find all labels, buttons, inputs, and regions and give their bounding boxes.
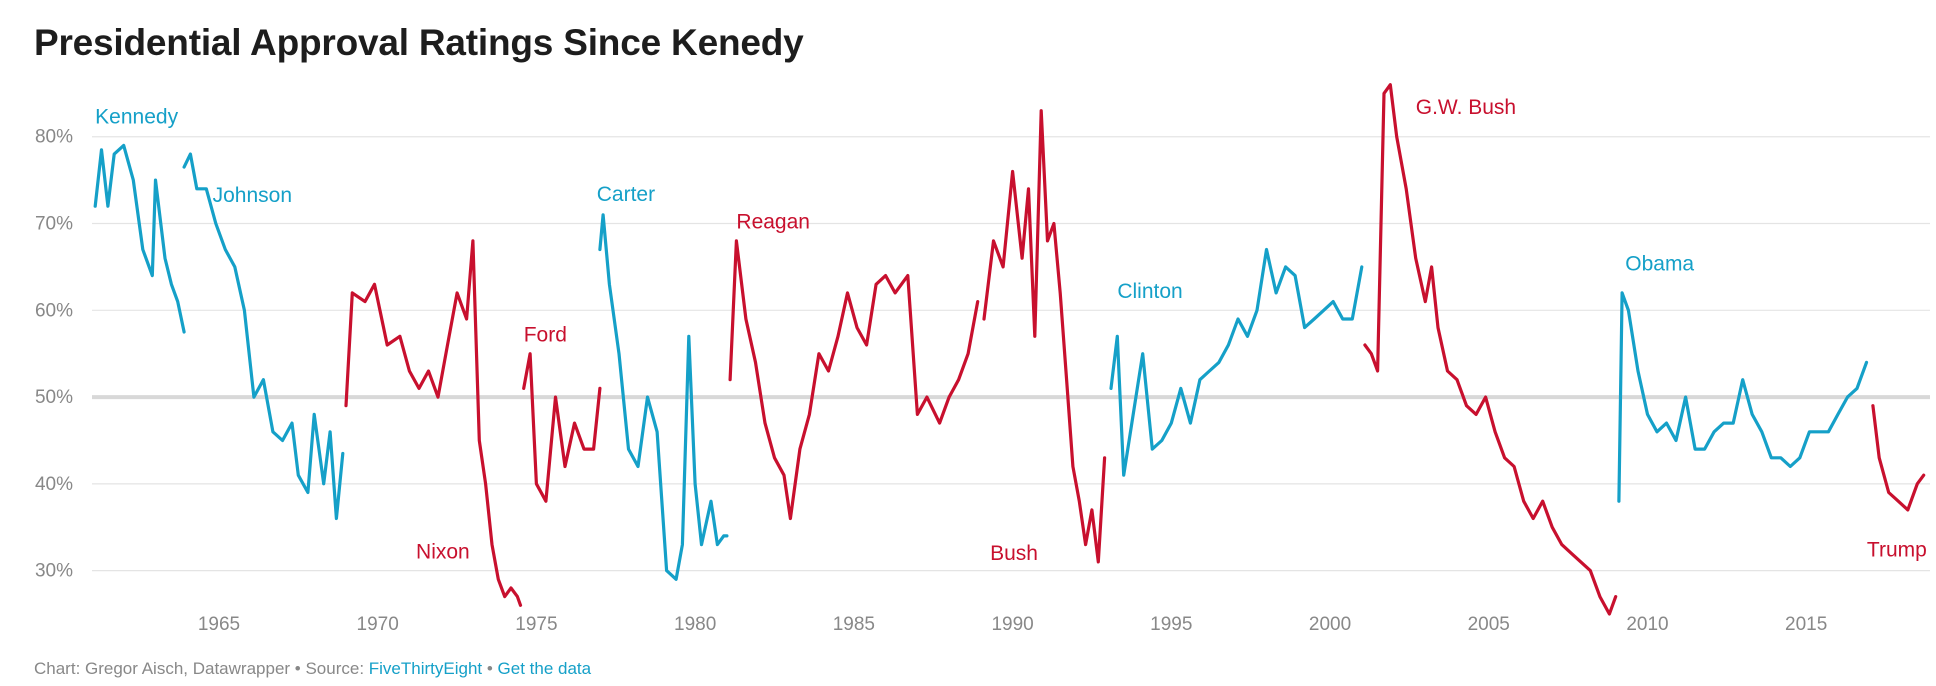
y-tick-label: 60% <box>35 300 73 321</box>
chart-title: Presidential Approval Ratings Since Kene… <box>34 22 804 63</box>
x-tick-label: 2005 <box>1468 614 1510 635</box>
x-tick-label: 2015 <box>1785 614 1827 635</box>
president-label: Obama <box>1625 252 1694 275</box>
president-labels: Kennedy Johnson Nixon Ford Carter Reagan Bush C… <box>95 96 1927 565</box>
series-line-carter <box>598 213 729 581</box>
y-tick-label: 40% <box>35 474 73 495</box>
x-tick-label: 1995 <box>1150 614 1192 635</box>
get-data-link[interactable]: Get the data <box>497 659 592 678</box>
grid-layer <box>92 136 1930 572</box>
x-tick-label: 1985 <box>833 614 875 635</box>
x-tick-label: 1975 <box>515 614 557 635</box>
chart-footer: Chart: Gregor Aisch, Datawrapper • Sourc… <box>34 659 591 679</box>
series-line-bush <box>982 109 1107 564</box>
series-line-reagan <box>728 239 980 521</box>
x-tick-label: 2010 <box>1626 614 1668 635</box>
footer-separator: • <box>482 659 498 678</box>
president-label: Johnson <box>213 184 292 207</box>
y-tick-label: 70% <box>35 214 73 235</box>
y-axis: 30% 40% 50% 60% 70% 80% <box>35 127 73 582</box>
series-line-clinton <box>1109 247 1364 477</box>
x-tick-label: 1980 <box>674 614 716 635</box>
president-label: Trump <box>1867 539 1927 562</box>
series-line-ford <box>522 352 602 503</box>
series-line-kennedy <box>93 143 186 334</box>
series-line-obama <box>1617 291 1869 503</box>
footer-credit: Chart: Gregor Aisch, Datawrapper • Sourc… <box>34 659 369 678</box>
source-link[interactable]: FiveThirtyEight <box>368 659 483 678</box>
x-tick-label: 1990 <box>991 614 1033 635</box>
chart-area: 30%40%50%60%70%80% 1965 1970 1975 1980 1985 1… <box>35 83 1930 635</box>
series-layer <box>93 83 1926 616</box>
y-tick-label: 30% <box>35 561 73 582</box>
x-tick-label: 2000 <box>1309 614 1351 635</box>
president-label: Reagan <box>736 211 810 234</box>
president-label: Kennedy <box>95 106 178 129</box>
series-line-nixon <box>344 239 523 607</box>
president-label: Carter <box>597 183 655 206</box>
president-label: Nixon <box>416 540 470 563</box>
series-line-johnson <box>182 152 345 521</box>
series-line-trump <box>1871 404 1926 512</box>
y-tick-label: 50% <box>35 387 73 408</box>
x-tick-label: 1965 <box>198 614 240 635</box>
president-label: Clinton <box>1117 280 1182 303</box>
y-tick-label: 80% <box>35 127 73 148</box>
president-label: Bush <box>990 542 1038 565</box>
x-axis: 1965 1970 1975 1980 1985 1990 1995 2000 2005 2010… <box>198 614 1828 635</box>
president-label: Ford <box>524 324 567 347</box>
x-tick-label: 1970 <box>357 614 399 635</box>
series-line-g-w-bush <box>1363 83 1618 616</box>
president-label: G.W. Bush <box>1416 96 1516 119</box>
